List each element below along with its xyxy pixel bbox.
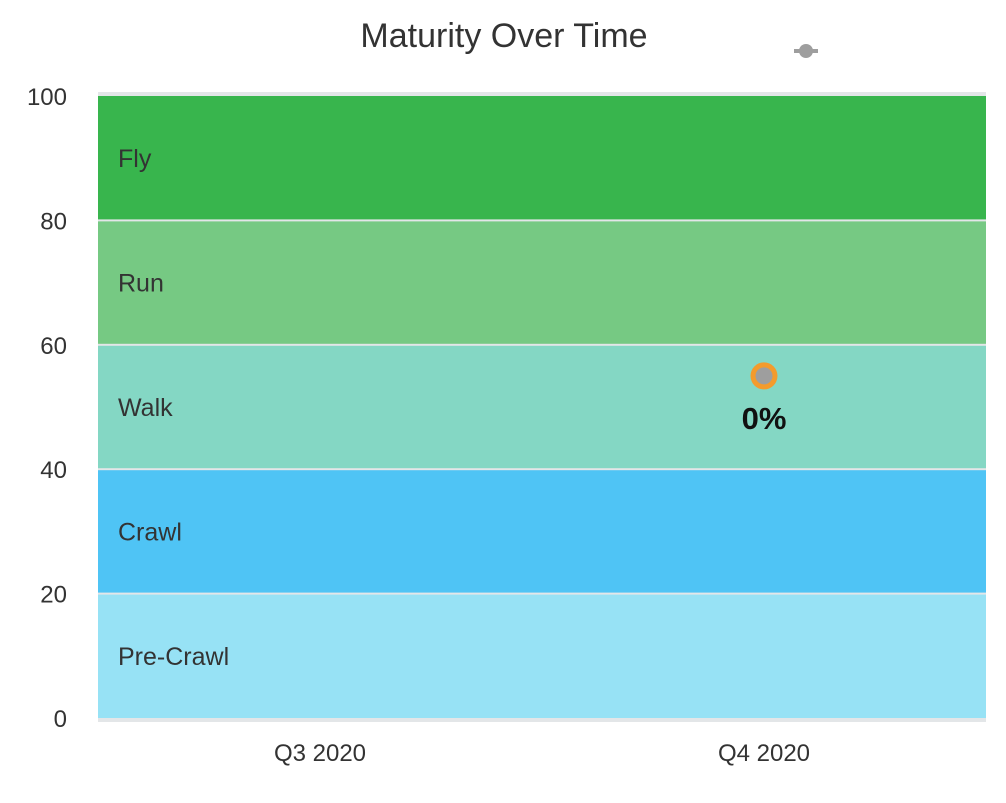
legend[interactable] bbox=[794, 44, 818, 58]
band-label: Crawl bbox=[118, 518, 182, 546]
y-tick-label: 40 bbox=[40, 457, 67, 484]
x-tick-label: Q4 2020 bbox=[718, 740, 810, 767]
band-fly bbox=[98, 96, 986, 220]
band-run bbox=[98, 221, 986, 344]
series-layer: 0% bbox=[742, 362, 787, 436]
band-pre-crawl bbox=[98, 594, 986, 718]
band-label: Pre-Crawl bbox=[118, 643, 229, 671]
y-tick-label: 60 bbox=[40, 333, 67, 360]
band-walk bbox=[98, 345, 986, 469]
band-label: Fly bbox=[118, 145, 152, 173]
bands-layer: Pre-Crawl Crawl Walk Run Fly bbox=[98, 92, 986, 722]
band-label: Walk bbox=[118, 394, 173, 422]
y-tick-label: 80 bbox=[40, 208, 67, 235]
data-point[interactable] bbox=[750, 362, 778, 390]
legend-marker bbox=[799, 44, 813, 58]
y-tick-label: 100 bbox=[27, 84, 67, 111]
y-tick-label: 0 bbox=[54, 706, 67, 733]
data-label: 0% bbox=[742, 401, 787, 436]
y-tick-label: 20 bbox=[40, 582, 67, 609]
y-axis: 0 20 40 60 80 100 bbox=[27, 84, 67, 733]
chart-title: Maturity Over Time bbox=[360, 17, 647, 55]
x-axis: Q3 2020 Q4 2020 bbox=[274, 740, 810, 767]
band-crawl bbox=[98, 470, 986, 593]
x-tick-label: Q3 2020 bbox=[274, 740, 366, 767]
band-label: Run bbox=[118, 270, 164, 298]
